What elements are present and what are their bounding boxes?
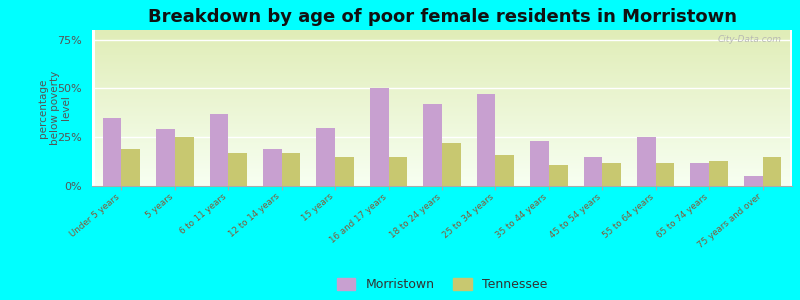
- Bar: [495, 155, 514, 186]
- Bar: [442, 143, 461, 186]
- Bar: [549, 164, 567, 186]
- Text: 35 to 44 years: 35 to 44 years: [494, 192, 549, 240]
- Bar: [263, 149, 282, 186]
- Text: 75 years and over: 75 years and over: [696, 192, 762, 250]
- Bar: [175, 137, 194, 186]
- Text: 5 years: 5 years: [144, 192, 175, 220]
- Bar: [228, 153, 247, 186]
- Text: 15 years: 15 years: [300, 192, 335, 223]
- Bar: [656, 163, 674, 186]
- Bar: [102, 118, 122, 186]
- Bar: [210, 114, 228, 186]
- Bar: [584, 157, 602, 186]
- Bar: [317, 128, 335, 186]
- Bar: [744, 176, 762, 186]
- Legend: Morristown, Tennessee: Morristown, Tennessee: [332, 273, 552, 296]
- Bar: [282, 153, 300, 186]
- Text: 16 and 17 years: 16 and 17 years: [328, 192, 389, 244]
- Text: 25 to 34 years: 25 to 34 years: [441, 192, 495, 240]
- Bar: [423, 104, 442, 186]
- Text: Under 5 years: Under 5 years: [68, 192, 122, 238]
- Bar: [156, 129, 175, 186]
- Bar: [530, 141, 549, 186]
- Bar: [477, 94, 495, 186]
- Bar: [370, 88, 389, 186]
- Bar: [762, 157, 782, 186]
- Text: 6 to 11 years: 6 to 11 years: [178, 192, 228, 236]
- Text: 18 to 24 years: 18 to 24 years: [388, 192, 442, 240]
- Bar: [389, 157, 407, 186]
- Bar: [709, 161, 728, 186]
- Bar: [122, 149, 140, 186]
- Y-axis label: percentage
below poverty
level: percentage below poverty level: [38, 71, 71, 145]
- Text: 12 to 14 years: 12 to 14 years: [227, 192, 282, 239]
- Title: Breakdown by age of poor female residents in Morristown: Breakdown by age of poor female resident…: [147, 8, 737, 26]
- Text: 45 to 54 years: 45 to 54 years: [548, 192, 602, 240]
- Text: 55 to 64 years: 55 to 64 years: [602, 192, 656, 240]
- Bar: [637, 137, 656, 186]
- Bar: [335, 157, 354, 186]
- Text: City-Data.com: City-Data.com: [718, 35, 782, 44]
- Text: 65 to 74 years: 65 to 74 years: [655, 192, 709, 240]
- Bar: [602, 163, 621, 186]
- Bar: [690, 163, 709, 186]
